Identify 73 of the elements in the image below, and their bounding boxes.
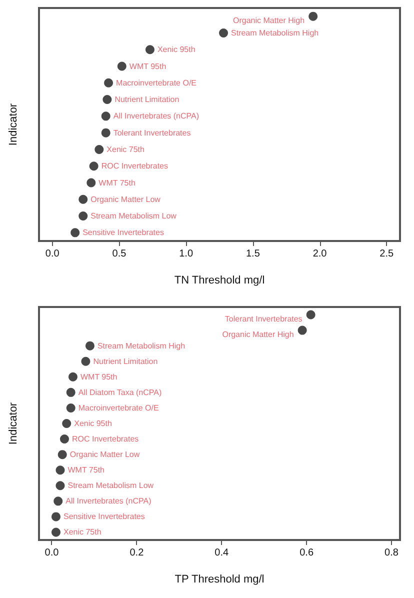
point <box>56 481 65 490</box>
x-tick-label: 0.4 <box>214 548 230 558</box>
y-axis-title: Indicator <box>8 103 20 146</box>
category-label: ROC Invertebrates <box>101 162 168 171</box>
category-label: All Diatom Taxa (nCPA) <box>78 388 162 397</box>
category-label: Xenic 95th <box>74 419 112 428</box>
point <box>101 128 110 138</box>
category-label: WMT 95th <box>129 62 166 71</box>
point <box>102 95 112 104</box>
category-label: Macroinvertebrate O/E <box>78 403 159 412</box>
point <box>308 12 318 21</box>
x-tick-label: 1.5 <box>246 248 260 260</box>
category-label: Xenic 75th <box>106 144 144 154</box>
x-tick-label: 2.5 <box>380 248 394 260</box>
category-label: Stream Metabolism Low <box>90 212 176 221</box>
point <box>94 144 104 154</box>
x-tick-label: 1.0 <box>179 248 194 260</box>
point <box>219 28 228 38</box>
category-label: ROC Invertebrates <box>72 434 139 444</box>
category-label: Tolerant Invertebrates <box>224 314 302 324</box>
point <box>306 310 316 320</box>
category-label: Stream Metabolism High <box>97 341 186 350</box>
category-label: Organic Matter High <box>222 330 294 339</box>
point <box>54 496 63 506</box>
category-label: Organic Matter Low <box>70 450 140 460</box>
point <box>145 45 154 54</box>
point <box>51 528 60 537</box>
category-label: All Invertebrates (nCPA) <box>66 496 152 506</box>
point <box>62 419 72 428</box>
point <box>101 112 110 121</box>
category-label: Sensitive Invertebrates <box>82 228 164 238</box>
category-label: Stream Metabolism High <box>231 28 319 38</box>
point <box>298 326 307 335</box>
point <box>104 78 114 88</box>
category-label: Macroinvertebrate O/E <box>116 78 197 88</box>
point <box>56 466 65 475</box>
category-label: Tolerant Invertebrates <box>113 128 191 138</box>
category-label: Organic Matter High <box>233 16 305 25</box>
x-tick-label: 0.0 <box>45 248 60 260</box>
category-label: Stream Metabolism Low <box>68 481 154 490</box>
x-tick-label: 0.6 <box>300 548 314 558</box>
x-axis-title: TP Threshold mg/l <box>174 574 264 586</box>
point <box>117 62 126 71</box>
category-label: Nutrient Limitation <box>114 95 180 104</box>
point <box>89 162 98 171</box>
point <box>81 356 90 366</box>
x-tick-label: 2.0 <box>312 248 328 260</box>
x-tick-label: 0.2 <box>130 548 144 558</box>
point <box>86 178 96 188</box>
category-label: Nutrient Limitation <box>93 356 158 366</box>
x-tick-label: 0.5 <box>112 248 127 260</box>
point <box>58 450 67 460</box>
category-label: Organic Matter Low <box>90 194 160 204</box>
point <box>51 512 60 522</box>
point <box>70 228 80 238</box>
point <box>78 194 88 204</box>
category-label: Xenic 75th <box>63 528 102 537</box>
category-label: Sensitive Invertebrates <box>63 512 145 522</box>
category-label: Xenic 95th <box>157 45 196 54</box>
point <box>85 341 94 350</box>
point <box>78 212 88 221</box>
point <box>66 388 76 397</box>
point <box>66 403 76 412</box>
y-axis-title: Indicator <box>8 402 20 445</box>
category-label: WMT 95th <box>80 372 118 382</box>
category-label: WMT 75th <box>98 178 136 188</box>
x-axis-title: TN Threshold mg/l <box>174 274 265 286</box>
point <box>68 372 78 382</box>
x-tick-label: 0.0 <box>44 548 60 558</box>
x-tick-label: 0.8 <box>384 548 399 558</box>
point <box>60 434 69 444</box>
category-label: WMT 75th <box>68 466 104 475</box>
category-label: All Invertebrates (nCPA) <box>113 112 200 121</box>
